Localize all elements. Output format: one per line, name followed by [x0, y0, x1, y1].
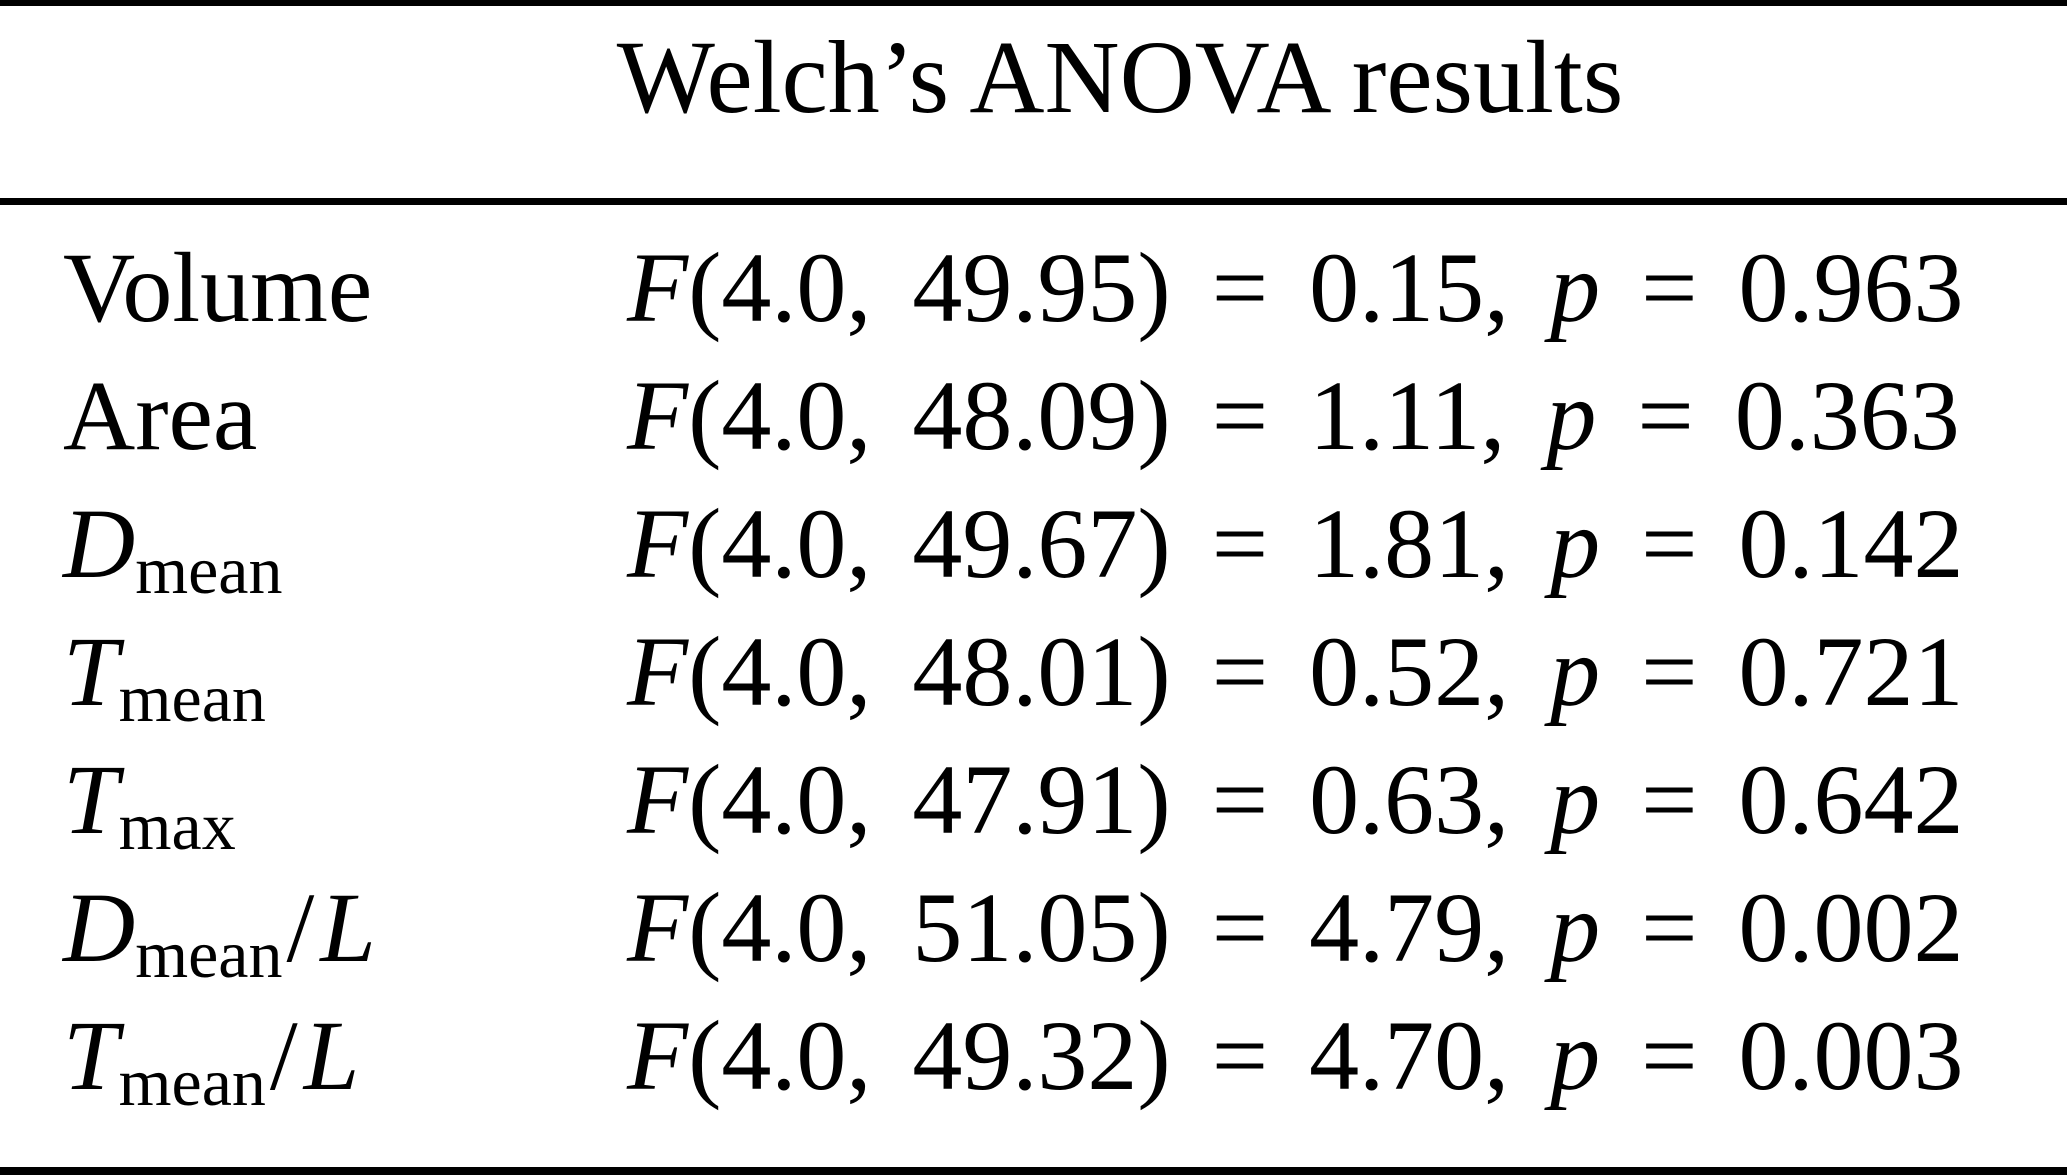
- table-header-rule: [0, 198, 2067, 205]
- label-variable: D: [63, 488, 136, 599]
- p-expression: = 0.003: [1641, 1000, 1964, 1111]
- label-subscript: mean: [135, 532, 283, 609]
- p-expression: = 0.642: [1641, 744, 1964, 855]
- row-label-tmean-over-l: Tmean/L: [63, 992, 359, 1120]
- f-expression: (4.0, 47.91) = 0.63,: [688, 744, 1510, 855]
- f-expression: (4.0, 49.95) = 0.15,: [688, 232, 1510, 343]
- label-slash: /: [286, 872, 315, 983]
- row-statistic: F(4.0, 47.91) = 0.63, p = 0.642: [627, 736, 1964, 864]
- p-expression: = 0.721: [1641, 616, 1964, 727]
- table-row: Volume F(4.0, 49.95) = 0.15, p = 0.963: [0, 224, 2067, 352]
- p-symbol: p: [1550, 1000, 1601, 1111]
- table-row: Tmean F(4.0, 48.01) = 0.52, p = 0.721: [0, 608, 2067, 736]
- label-subscript: max: [118, 788, 236, 865]
- label-text: Volume: [63, 232, 373, 343]
- f-symbol: F: [627, 488, 689, 599]
- table-bottom-rule: [0, 1167, 2067, 1175]
- f-symbol: F: [627, 872, 689, 983]
- table-row: Dmean/L F(4.0, 51.05) = 4.79, p = 0.002: [0, 864, 2067, 992]
- p-symbol: p: [1550, 872, 1601, 983]
- table-row: Tmean/L F(4.0, 49.32) = 4.70, p = 0.003: [0, 992, 2067, 1120]
- label-slash: /: [269, 1000, 298, 1111]
- row-label-area: Area: [63, 352, 267, 480]
- p-expression: = 0.142: [1641, 488, 1964, 599]
- label-denominator: L: [320, 872, 376, 983]
- row-label-tmean: Tmean: [63, 608, 276, 736]
- p-symbol: p: [1546, 360, 1597, 471]
- row-statistic: F(4.0, 49.95) = 0.15, p = 0.963: [627, 224, 1964, 352]
- f-expression: (4.0, 48.01) = 0.52,: [688, 616, 1510, 727]
- label-text: Area: [63, 360, 258, 471]
- label-variable: D: [63, 872, 136, 983]
- table-row: Dmean F(4.0, 49.67) = 1.81, p = 0.142: [0, 480, 2067, 608]
- p-expression: = 0.963: [1641, 232, 1964, 343]
- p-expression: = 0.002: [1641, 872, 1964, 983]
- label-subscript: mean: [118, 660, 266, 737]
- p-symbol: p: [1550, 488, 1601, 599]
- f-expression: (4.0, 51.05) = 4.79,: [688, 872, 1510, 983]
- row-statistic: F(4.0, 48.01) = 0.52, p = 0.721: [627, 608, 1964, 736]
- table-title: Welch’s ANOVA results: [616, 20, 1624, 135]
- row-label-dmean: Dmean: [63, 480, 292, 608]
- label-variable: T: [63, 744, 119, 855]
- label-denominator: L: [303, 1000, 360, 1111]
- row-statistic: F(4.0, 49.32) = 4.70, p = 0.003: [627, 992, 1964, 1120]
- p-symbol: p: [1550, 616, 1601, 727]
- row-statistic: F(4.0, 48.09) = 1.11, p = 0.363: [627, 352, 1960, 480]
- f-expression: (4.0, 49.32) = 4.70,: [688, 1000, 1510, 1111]
- p-symbol: p: [1550, 744, 1601, 855]
- f-symbol: F: [627, 232, 689, 343]
- row-statistic: F(4.0, 49.67) = 1.81, p = 0.142: [627, 480, 1964, 608]
- p-symbol: p: [1550, 232, 1601, 343]
- label-subscript: mean: [118, 1044, 266, 1121]
- f-symbol: F: [627, 616, 689, 727]
- table-row: Area F(4.0, 48.09) = 1.11, p = 0.363: [0, 352, 2067, 480]
- label-variable: T: [63, 1000, 119, 1111]
- f-expression: (4.0, 49.67) = 1.81,: [688, 488, 1510, 599]
- label-variable: T: [63, 616, 119, 727]
- table-body: Volume F(4.0, 49.95) = 0.15, p = 0.963 A…: [0, 224, 2067, 1120]
- label-subscript: mean: [135, 916, 283, 993]
- f-symbol: F: [627, 744, 689, 855]
- row-label-tmax: Tmax: [63, 736, 246, 864]
- row-statistic: F(4.0, 51.05) = 4.79, p = 0.002: [627, 864, 1964, 992]
- f-symbol: F: [627, 360, 689, 471]
- row-label-dmean-over-l: Dmean/L: [63, 864, 376, 992]
- table-row: Tmax F(4.0, 47.91) = 0.63, p = 0.642: [0, 736, 2067, 864]
- f-expression: (4.0, 48.09) = 1.11,: [688, 360, 1506, 471]
- f-symbol: F: [627, 1000, 689, 1111]
- table-top-rule: [0, 0, 2067, 6]
- p-expression: = 0.363: [1637, 360, 1960, 471]
- row-label-volume: Volume: [63, 224, 382, 352]
